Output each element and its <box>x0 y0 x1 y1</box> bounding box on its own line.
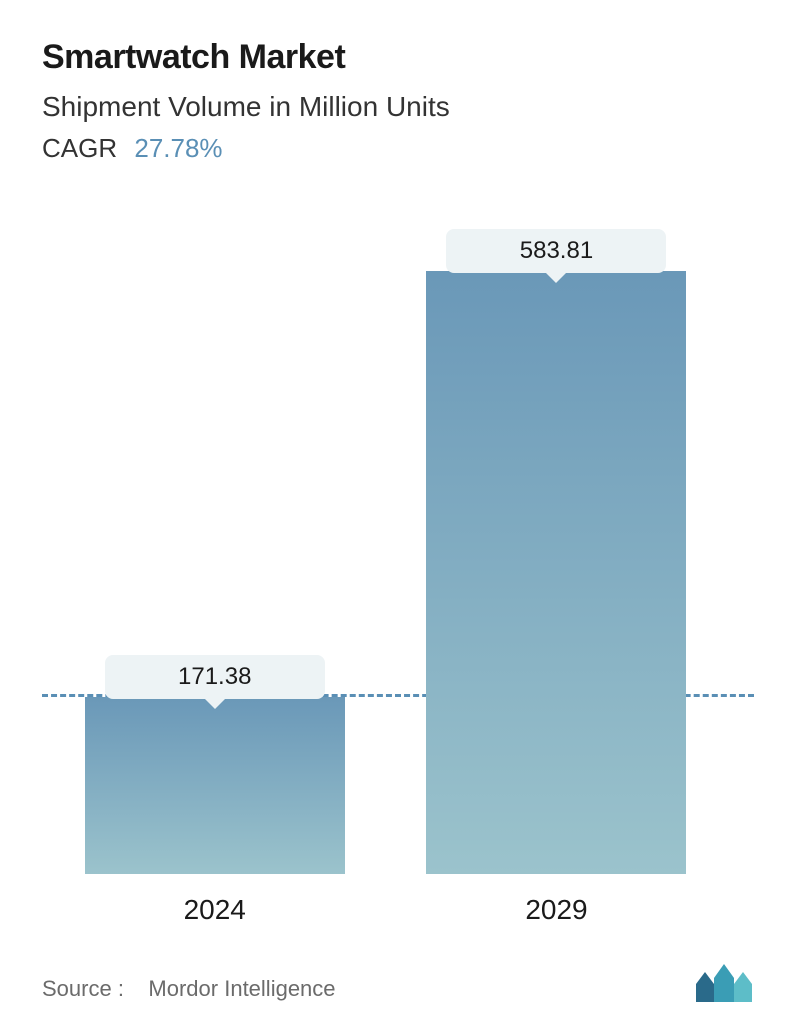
chart-plot-area: 171.38 583.81 <box>42 194 754 874</box>
chart-container: Smartwatch Market Shipment Volume in Mil… <box>0 0 796 1034</box>
chart-subtitle: Shipment Volume in Million Units <box>42 91 754 123</box>
bar <box>85 697 345 874</box>
cagr-label: CAGR <box>42 133 117 163</box>
bar-group: 171.38 <box>85 655 345 874</box>
cagr-line: CAGR 27.78% <box>42 133 754 164</box>
bar-value-label: 583.81 <box>446 229 666 273</box>
x-axis-label: 2024 <box>85 894 345 926</box>
logo-icon <box>696 964 754 1002</box>
chart-title: Smartwatch Market <box>42 38 754 77</box>
chart-footer: Source : Mordor Intelligence <box>42 964 754 1002</box>
bar <box>426 271 686 874</box>
bar-value-label: 171.38 <box>105 655 325 699</box>
source-attribution: Source : Mordor Intelligence <box>42 976 336 1002</box>
x-axis-labels: 2024 2029 <box>42 894 754 944</box>
source-label: Source : <box>42 976 124 1001</box>
bar-group: 583.81 <box>426 229 686 874</box>
cagr-value: 27.78% <box>134 133 222 163</box>
x-axis-label: 2029 <box>426 894 686 926</box>
source-name: Mordor Intelligence <box>148 976 335 1001</box>
